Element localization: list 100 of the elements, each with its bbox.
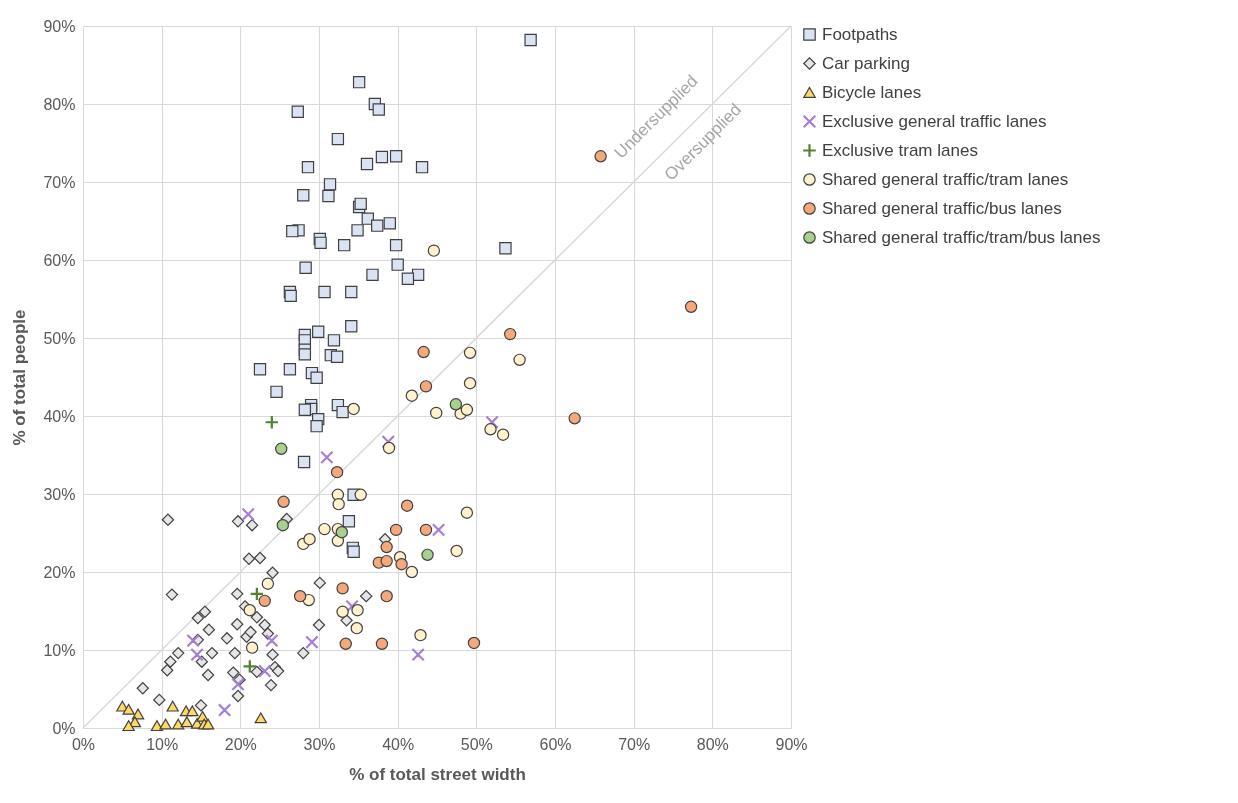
point [460,506,474,519]
point [467,636,481,650]
point [227,666,240,679]
legend-label: Shared general traffic/tram/bus lanes [822,227,1101,247]
point [427,244,441,257]
point [382,441,396,455]
y-tick-label: 20% [43,563,76,581]
point [228,646,242,660]
x-tick-label: 40% [382,735,415,753]
point [186,634,200,647]
point [261,577,275,590]
point [172,718,185,730]
point [164,655,177,668]
point [313,576,326,590]
point [186,705,199,717]
point [503,327,517,341]
point [122,703,135,715]
point [430,406,443,420]
point [389,523,403,537]
point [271,664,285,678]
point [332,497,345,511]
point [244,625,257,639]
point [275,442,288,455]
point [463,377,477,390]
point [231,515,245,528]
point [417,345,430,359]
point [419,523,433,537]
point [405,389,419,402]
point [198,605,212,618]
point [351,604,364,617]
point [172,646,185,660]
point [432,523,445,537]
point [513,353,526,367]
point [231,587,244,601]
point [318,522,331,536]
point [242,508,255,521]
point [350,621,363,635]
point [191,611,205,625]
point [450,544,463,558]
point [276,519,289,532]
point [496,428,510,441]
point [264,678,278,692]
point [245,519,259,532]
point [336,582,349,595]
x-tick-label: 80% [696,735,729,753]
point [360,589,373,603]
point [380,554,393,568]
point [243,604,256,617]
legend-label: Exclusive tram lanes [822,140,978,160]
point [159,718,172,730]
point [414,629,427,642]
y-tick-label: 0% [52,719,76,737]
point [166,700,179,712]
point [411,648,425,661]
legend-label: Shared general traffic/bus lanes [822,198,1062,218]
point [312,618,326,632]
point [380,590,393,603]
x-tick-label: 60% [539,735,572,753]
point [419,380,433,393]
point [421,548,434,562]
y-tick-label: 70% [43,173,76,191]
legend-label: Bicycle lanes [822,82,922,102]
point [460,403,474,416]
y-tick-label: 50% [43,329,76,347]
point [568,412,581,425]
point [339,637,352,650]
point [265,416,278,429]
point [245,641,259,654]
point [336,605,349,618]
y-tick-label: 40% [43,407,76,425]
point [297,646,310,660]
point [354,488,367,501]
point [231,618,244,631]
legend-label: Car parking [822,53,910,73]
x-axis-title: % of total street width [349,764,526,784]
point [305,636,319,649]
point [340,614,353,627]
x-tick-label: 50% [460,735,493,753]
point [405,565,419,579]
point [258,594,271,608]
point [201,668,215,682]
point [250,611,264,624]
y-axis-title: % of total people [10,309,30,446]
x-tick-label: 70% [618,735,651,753]
point [258,618,271,632]
point [180,716,194,728]
point [380,540,393,554]
x-tick-label: 10% [146,735,179,753]
point [330,465,344,479]
x-tick-label: 90% [775,735,808,753]
point [335,526,348,539]
x-tick-label: 0% [71,735,96,753]
point [375,637,389,650]
legend-label: Exclusive general traffic lanes [822,111,1047,131]
point [293,590,307,603]
point [277,495,290,508]
point [202,623,216,636]
y-tick-label: 90% [43,17,76,35]
point [463,346,477,359]
point [165,588,179,601]
